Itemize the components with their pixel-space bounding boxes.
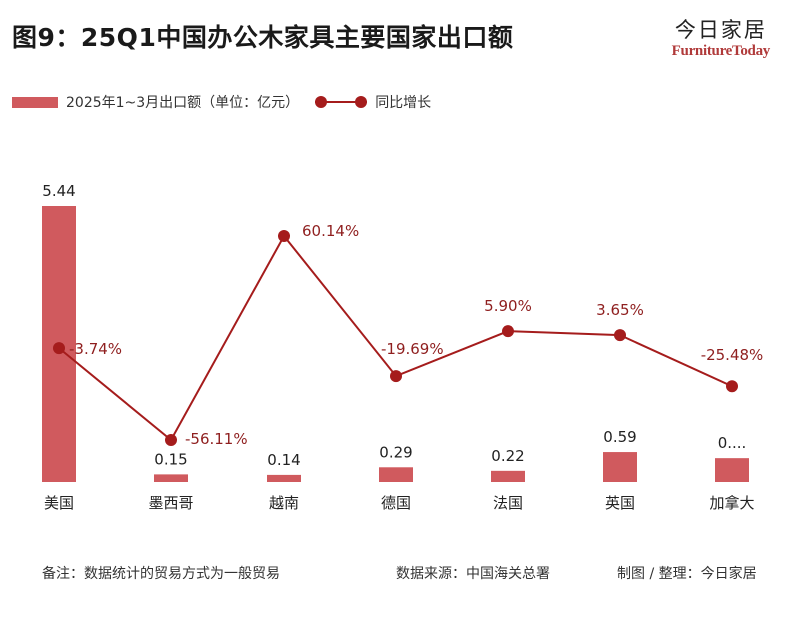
growth-label: -25.48% <box>701 346 764 364</box>
growth-label: 5.90% <box>484 297 532 315</box>
growth-label: 60.14% <box>302 222 359 240</box>
bar <box>379 467 413 482</box>
footer-note: 备注：数据统计的贸易方式为一般贸易 <box>42 566 280 582</box>
footer-credit: 制图 / 整理：今日家居 <box>617 566 757 582</box>
growth-point <box>502 325 514 338</box>
growth-label: -19.69% <box>381 340 444 358</box>
growth-label: -3.74% <box>69 340 122 358</box>
growth-line <box>58 234 733 442</box>
growth-point <box>726 380 738 393</box>
category-label: 加拿大 <box>709 494 754 512</box>
growth-point <box>165 434 177 446</box>
legend-line-swatch <box>315 96 368 108</box>
brand-name-en: FurnitureToday <box>671 43 771 59</box>
chart-legend: 2025年1~3月出口额（单位：亿元） 同比增长 <box>12 92 431 112</box>
bar-value-label: 5.44 <box>42 182 75 200</box>
brand-logo: 今日家居 FurnitureToday <box>671 14 771 60</box>
growth-point <box>614 329 626 342</box>
bar <box>715 458 749 482</box>
growth-label: -56.11% <box>185 430 248 448</box>
bar-value-label: 0.14 <box>267 451 300 469</box>
growth-point <box>53 342 65 355</box>
bar <box>154 474 188 482</box>
growth-point <box>278 230 290 242</box>
legend-bar-label: 2025年1~3月出口额（单位：亿元） <box>66 95 300 111</box>
legend-bar-swatch <box>12 96 58 108</box>
chart-title: 图9：25Q1中国办公木家具主要国家出口额 <box>12 23 514 52</box>
bar-value-label: 0.... <box>718 434 747 452</box>
category-label: 墨西哥 <box>148 494 193 512</box>
growth-point <box>390 370 402 383</box>
footer-source: 数据来源：中国海关总署 <box>396 566 550 582</box>
bar <box>603 452 637 482</box>
bar <box>491 470 525 482</box>
category-label: 德国 <box>381 494 411 512</box>
category-label: 英国 <box>605 494 635 512</box>
bar-value-label: 0.29 <box>379 443 412 461</box>
bar <box>267 474 301 482</box>
category-label: 美国 <box>44 494 74 512</box>
category-label: 越南 <box>269 494 299 512</box>
growth-label: 3.65% <box>596 301 644 319</box>
bar-value-label: 0.22 <box>491 447 524 465</box>
brand-name-cn: 今日家居 <box>674 18 767 42</box>
bar-value-label: 0.59 <box>603 428 636 446</box>
category-label: 法国 <box>493 494 523 512</box>
legend-line-label: 同比增长 <box>375 95 432 111</box>
bar-value-label: 0.15 <box>154 450 187 468</box>
